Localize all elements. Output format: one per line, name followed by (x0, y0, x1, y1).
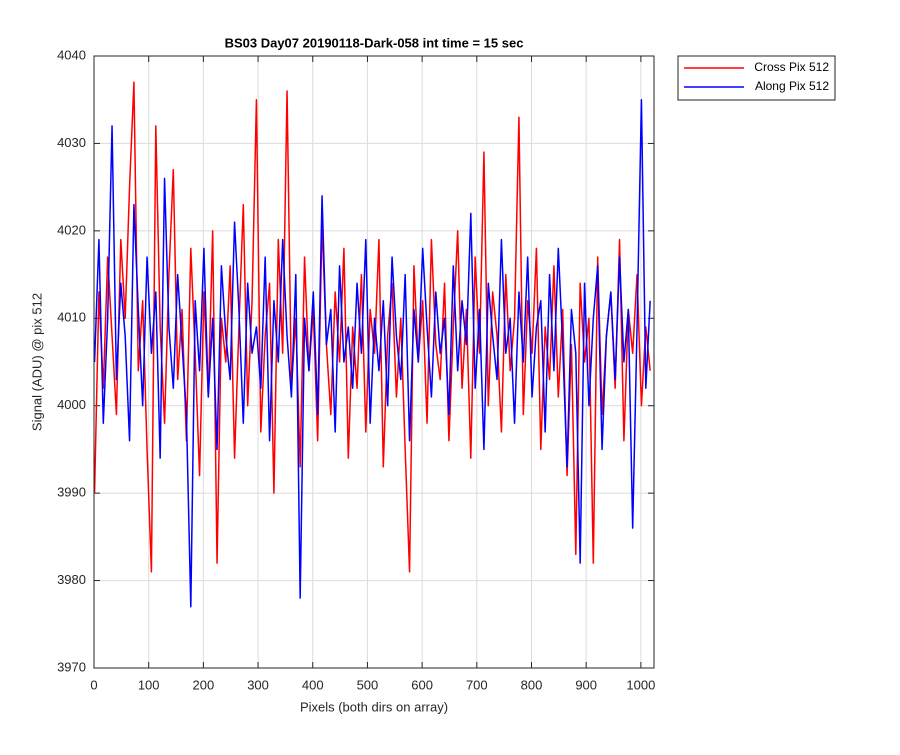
x-tick-label: 0 (90, 677, 97, 692)
x-tick-label: 900 (575, 677, 597, 692)
data-line (93, 81, 651, 573)
y-tick-label: 4020 (57, 222, 86, 237)
y-tick-label: 4040 (57, 47, 86, 62)
x-axis-label: Pixels (both dirs on array) (300, 699, 448, 714)
legend-label: Along Pix 512 (755, 79, 829, 93)
legend-label: Cross Pix 512 (754, 60, 829, 74)
x-tick-label: 700 (466, 677, 488, 692)
y-tick-label: 3990 (57, 485, 86, 500)
y-tick-label: 4000 (57, 397, 86, 412)
x-tick-label: 500 (357, 677, 379, 692)
x-tick-label: 1000 (626, 677, 655, 692)
x-tick-label: 300 (247, 677, 269, 692)
y-tick-label: 3980 (57, 572, 86, 587)
y-tick-label: 4010 (57, 310, 86, 325)
x-tick-label: 400 (302, 677, 324, 692)
x-tick-label: 600 (411, 677, 433, 692)
chart-title: BS03 Day07 20190118-Dark-058 int time = … (225, 35, 524, 50)
y-tick-label: 3970 (57, 659, 86, 674)
legend-box (677, 55, 836, 101)
x-tick-label: 100 (138, 677, 160, 692)
y-tick-label: 4030 (57, 135, 86, 150)
y-axis-label: Signal (ADU) @ pix 512 (29, 293, 44, 431)
data-line (93, 98, 651, 608)
x-tick-label: 200 (193, 677, 215, 692)
x-tick-label: 800 (521, 677, 543, 692)
axes-box (93, 55, 655, 669)
